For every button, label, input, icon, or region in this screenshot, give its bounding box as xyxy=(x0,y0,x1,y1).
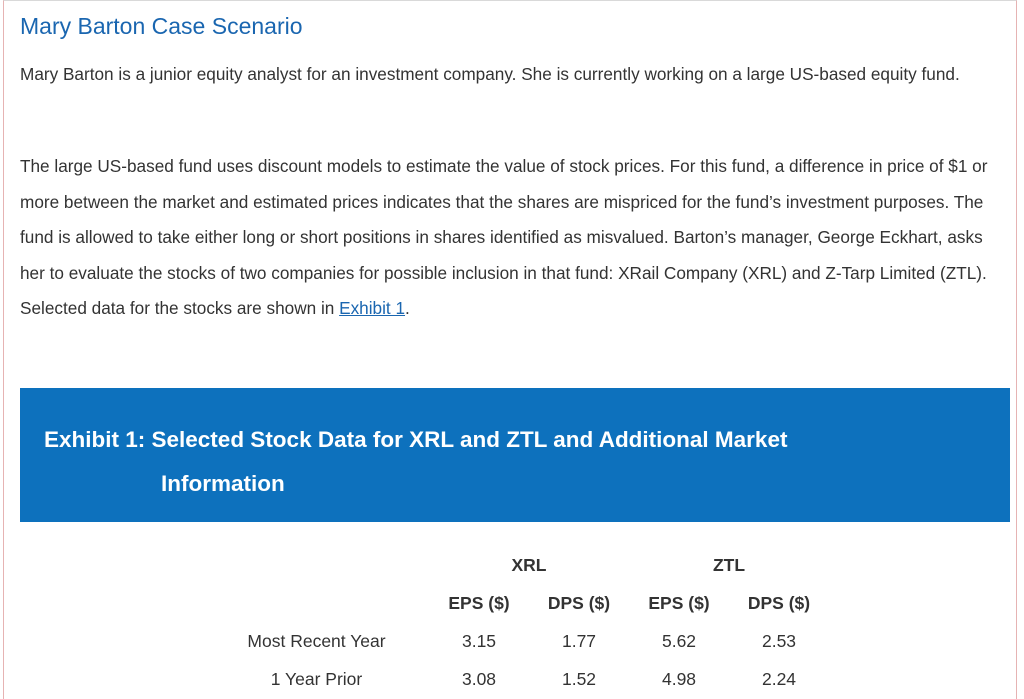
scenario-paragraph-end: . xyxy=(405,298,410,319)
table-cell: 2.24 xyxy=(761,668,797,689)
exhibit-title-line2: Information xyxy=(161,471,285,496)
table-cell: 3.08 xyxy=(461,668,497,689)
table-row: Most Recent Year 3.15 1.77 5.62 2.53 xyxy=(204,622,829,660)
table-row: 1 Year Prior 3.08 1.52 4.98 2.24 xyxy=(204,660,829,698)
table-cell: 1.77 xyxy=(561,630,597,651)
column-header-ztl-eps: EPS ($) xyxy=(648,592,710,613)
column-header-xrl-eps: EPS ($) xyxy=(448,592,510,613)
table-cell: 5.62 xyxy=(661,630,697,651)
scenario-paragraph: The large US-based fund uses discount mo… xyxy=(20,149,1010,327)
table-cell: 3.15 xyxy=(461,630,497,651)
exhibit-1-link[interactable]: Exhibit 1 xyxy=(339,298,406,319)
empty-header-cell xyxy=(204,546,429,584)
row-label: Most Recent Year xyxy=(247,630,386,651)
table-cell: 2.53 xyxy=(761,630,797,651)
scenario-paragraph-text: The large US-based fund uses discount mo… xyxy=(20,156,988,319)
column-header-ztl-dps: DPS ($) xyxy=(747,592,811,613)
column-header-xrl-dps: DPS ($) xyxy=(547,592,611,613)
column-header-row: EPS ($) DPS ($) EPS ($) DPS ($) xyxy=(204,584,829,622)
empty-header-cell xyxy=(204,584,429,622)
stock-data-table: XRL ZTL EPS ($) DPS ($) EPS ($) DPS ($) … xyxy=(204,546,829,698)
table-cell: 1.52 xyxy=(561,668,597,689)
exhibit-header: Exhibit 1: Selected Stock Data for XRL a… xyxy=(20,388,1010,522)
intro-paragraph: Mary Barton is a junior equity analyst f… xyxy=(20,64,960,84)
group-header-ztl: ZTL xyxy=(712,554,746,575)
page-title: Mary Barton Case Scenario xyxy=(20,13,303,39)
table-cell: 4.98 xyxy=(661,668,697,689)
row-label: 1 Year Prior xyxy=(270,668,363,689)
exhibit-title: Exhibit 1: Selected Stock Data for XRL a… xyxy=(44,418,986,506)
group-header-xrl: XRL xyxy=(511,554,547,575)
exhibit-title-line1: Exhibit 1: Selected Stock Data for XRL a… xyxy=(44,427,788,452)
content-frame: Mary Barton Case Scenario Mary Barton is… xyxy=(3,0,1017,699)
group-header-row: XRL ZTL xyxy=(204,546,829,584)
